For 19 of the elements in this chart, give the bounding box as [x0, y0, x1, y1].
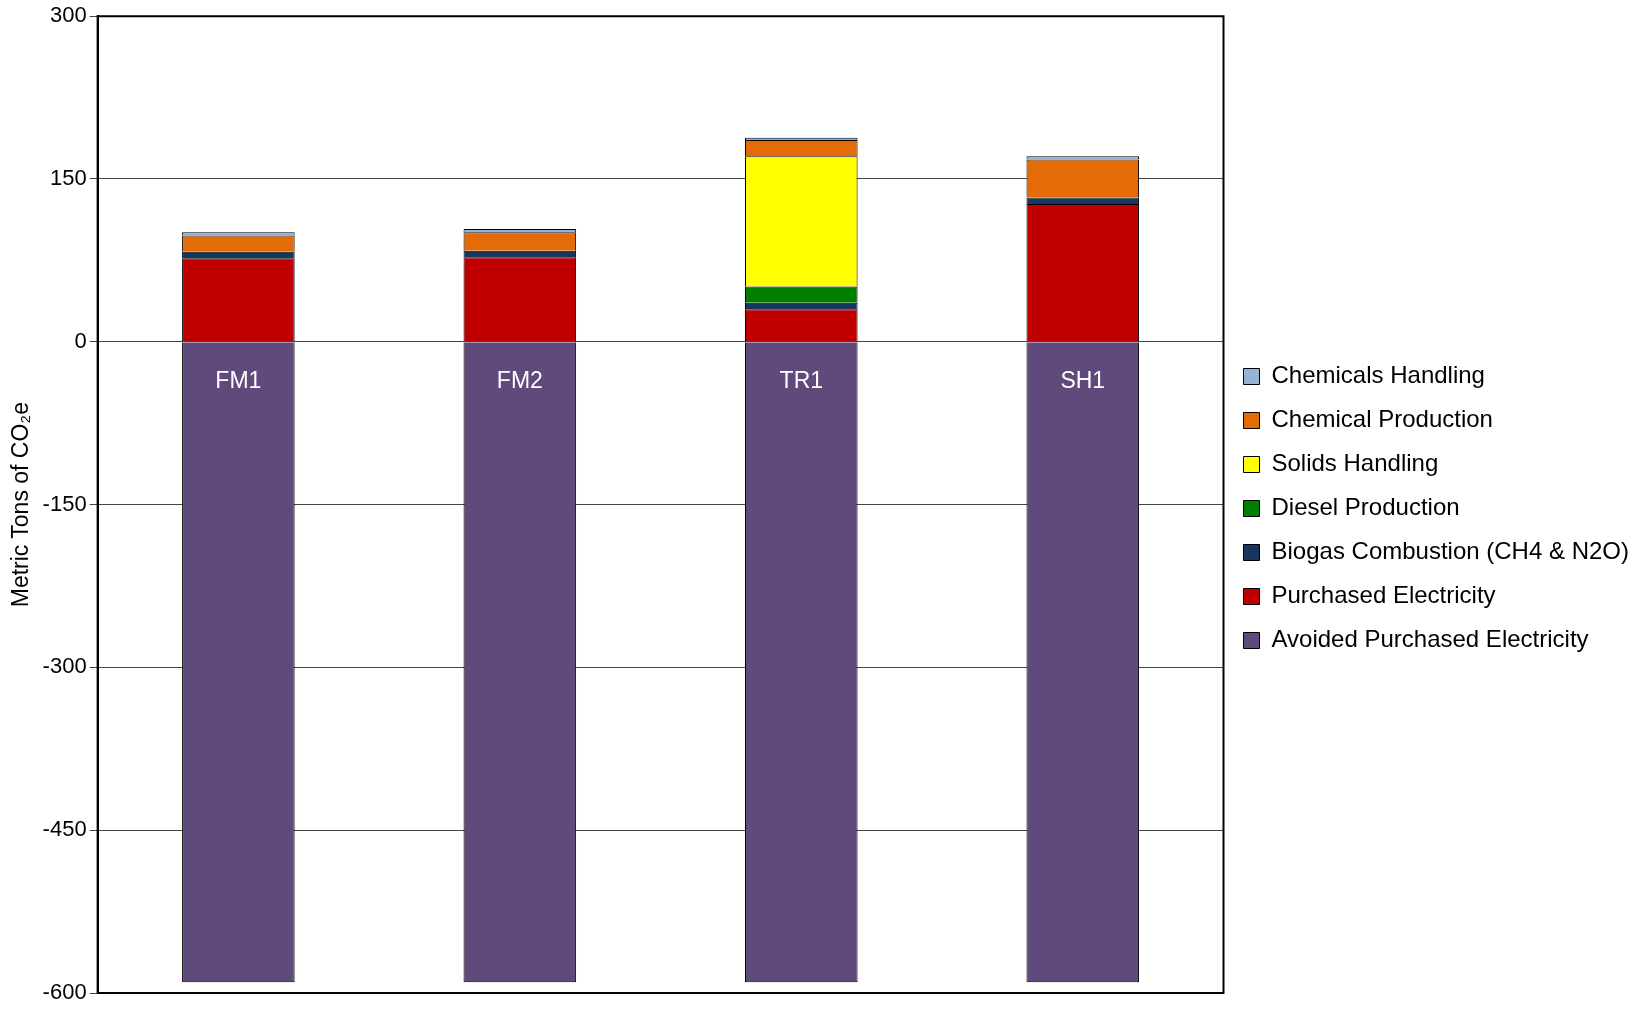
y-tick-label: 150 — [49, 165, 87, 191]
y-tick-label: 0 — [74, 327, 87, 353]
legend-label: Chemical Production — [1271, 405, 1493, 433]
x-tick-label: SH1 — [1060, 367, 1106, 394]
y-tick-label: -600 — [42, 979, 87, 1005]
x-tick-label: FM1 — [215, 367, 262, 394]
y-tick-label: -300 — [42, 653, 87, 679]
legend-label: Chemicals Handling — [1271, 361, 1485, 389]
y-tick-label: -150 — [42, 490, 87, 516]
legend-label: Avoided Purchased Electricity — [1271, 625, 1589, 653]
y-tick-label: 300 — [49, 2, 87, 28]
x-tick-label: FM2 — [496, 367, 543, 394]
legend-label: Diesel Production — [1271, 493, 1460, 521]
y-tick-label: -450 — [42, 816, 87, 842]
x-tick-label: TR1 — [779, 367, 824, 394]
legend-label: Purchased Electricity — [1271, 581, 1496, 609]
legend-label: Biogas Combustion (CH4 & N2O) — [1271, 537, 1629, 565]
y-axis-title: Metric Tons of CO₂e — [7, 401, 34, 608]
legend-label: Solids Handling — [1271, 449, 1439, 477]
